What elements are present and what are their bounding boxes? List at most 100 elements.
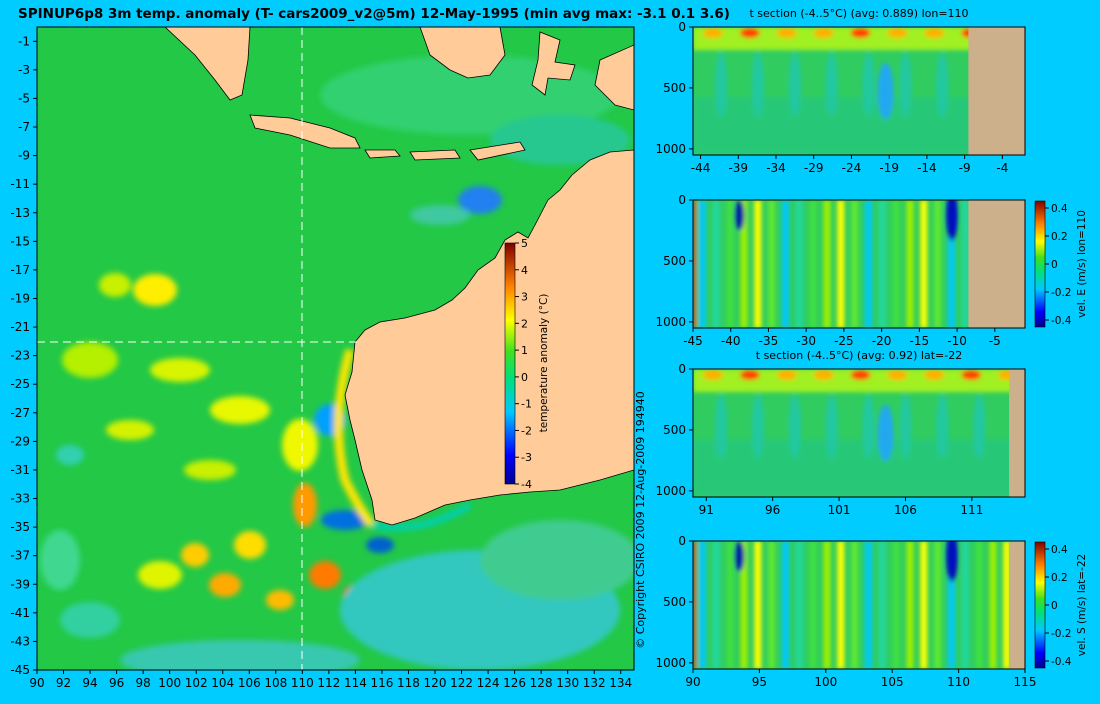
panel-x-tick-label: 95 bbox=[752, 675, 767, 689]
velocity-band bbox=[782, 200, 789, 328]
land-java bbox=[249, 114, 361, 149]
surface-warm-patch bbox=[850, 28, 871, 38]
panel-y-tick-label: 0 bbox=[678, 534, 686, 548]
lat-tick-label: -13 bbox=[10, 206, 30, 220]
velocity-band bbox=[920, 200, 928, 328]
lon-tick-label: 116 bbox=[370, 676, 393, 690]
lon-tick-label: 120 bbox=[424, 676, 447, 690]
colorbar-tick-label: 3 bbox=[521, 291, 528, 304]
panel-field bbox=[693, 541, 1025, 669]
panel-x-tick-label: -5 bbox=[989, 334, 1001, 348]
lat-tick-label: -17 bbox=[10, 263, 30, 277]
panel-colorbar-tick-label: -0.2 bbox=[1051, 287, 1072, 299]
map-colorbar: 5 4 3 2 1 0 -1 -2 -3 -4 temperature anomaly (°C) bbox=[504, 237, 550, 491]
lon-tick-label: 92 bbox=[56, 676, 71, 690]
panel-colorbar-tick-label: 0.4 bbox=[1051, 544, 1068, 556]
lat-tick-label: -35 bbox=[10, 520, 30, 534]
land-borneo bbox=[419, 27, 506, 79]
panel-frame bbox=[692, 199, 1026, 329]
velocity-band bbox=[712, 200, 720, 328]
surface-warm-patch bbox=[813, 370, 834, 380]
panel-x-tick-label: -44 bbox=[691, 161, 711, 175]
colorbar-gradient bbox=[504, 242, 516, 485]
panel-x-tick-label: -45 bbox=[683, 334, 703, 348]
lon-tick-label: 104 bbox=[211, 676, 234, 690]
cool-plume bbox=[825, 52, 838, 117]
lon-tick-label: 98 bbox=[135, 676, 150, 690]
lon-tick-label: 114 bbox=[344, 676, 367, 690]
map-lat-ticks: -1 -3 -5 -7 -9 -11 -13 -15 -17 -19 -21 -23 -25 -27 -29… bbox=[10, 34, 37, 677]
panel-x-tick-label: -40 bbox=[721, 334, 741, 348]
velocity-band bbox=[823, 200, 831, 328]
panel-background bbox=[693, 541, 1025, 669]
velocity-band bbox=[754, 200, 762, 328]
velocity-band bbox=[906, 200, 914, 328]
lon-tick-label: 100 bbox=[158, 676, 181, 690]
lon-tick-label: 126 bbox=[503, 676, 526, 690]
velocity-band bbox=[823, 541, 831, 669]
cool-plume bbox=[751, 52, 764, 117]
panel-frame bbox=[692, 368, 1026, 498]
lon-tick-label: 110 bbox=[291, 676, 314, 690]
velocity-band bbox=[948, 200, 955, 328]
lon-tick-label: 108 bbox=[264, 676, 287, 690]
cool-plume bbox=[899, 52, 912, 117]
velocity-band bbox=[851, 541, 859, 669]
panel-colorbar-tick-label: -0.4 bbox=[1051, 656, 1072, 668]
panel-y-tick-label: 1000 bbox=[655, 142, 686, 156]
panel-field bbox=[693, 27, 1025, 155]
lon-tick-label: 112 bbox=[317, 676, 340, 690]
lat-tick-label: -21 bbox=[10, 320, 30, 334]
colorbar-ticks: 5 4 3 2 1 0 -1 -2 -3 -4 bbox=[515, 237, 532, 491]
panel-y-tick-label: 1000 bbox=[655, 484, 686, 498]
map-frame bbox=[36, 26, 635, 671]
velocity-band bbox=[740, 541, 748, 669]
colorbar-tick-label: 2 bbox=[521, 317, 528, 330]
edge-positive bbox=[693, 200, 696, 328]
velocity-band bbox=[1003, 541, 1011, 669]
surface-warm-patch bbox=[887, 370, 908, 380]
panel-colorbar-tick-label: 0.2 bbox=[1051, 231, 1068, 243]
panel-x-tick-label: 101 bbox=[828, 503, 851, 517]
surface-warm-patch bbox=[961, 370, 982, 380]
panel-field bbox=[693, 369, 1025, 497]
lat-tick-label: -15 bbox=[10, 234, 30, 248]
velocity-band bbox=[989, 541, 997, 669]
panel-x-tick-label: -30 bbox=[796, 334, 816, 348]
negative-core bbox=[734, 200, 745, 231]
panel-y-tick-label: 500 bbox=[663, 254, 686, 268]
velocity-band bbox=[934, 200, 942, 328]
deep-layer bbox=[693, 439, 1025, 497]
lat-tick-label: -7 bbox=[18, 120, 30, 134]
velocity-band bbox=[726, 541, 734, 669]
surface-warm-patch bbox=[776, 370, 797, 380]
cool-plume bbox=[751, 394, 764, 459]
surface-warm-patch bbox=[776, 28, 797, 38]
panel-y-tick-label: 500 bbox=[663, 595, 686, 609]
panel-x-tick-label: -14 bbox=[917, 161, 937, 175]
lon-tick-label: 124 bbox=[477, 676, 500, 690]
panel-colorbar bbox=[1034, 200, 1046, 328]
velocity-band bbox=[782, 541, 789, 669]
velocity-band bbox=[726, 200, 734, 328]
panel-y-tick-label: 1000 bbox=[655, 315, 686, 329]
panel-x-tick-label: -25 bbox=[834, 334, 854, 348]
cool-plume bbox=[788, 52, 801, 117]
lat-tick-label: -41 bbox=[10, 606, 30, 620]
cool-plume bbox=[973, 394, 986, 459]
velocity-band bbox=[712, 541, 720, 669]
panel-frame bbox=[692, 540, 1026, 670]
lon-tick-label: 128 bbox=[530, 676, 553, 690]
velocity-band bbox=[740, 200, 748, 328]
panel-field bbox=[693, 200, 1025, 328]
lon-tick-label: 134 bbox=[609, 676, 632, 690]
panel-title: t section (-4..5°C) (avg: 0.92) lat=-22 bbox=[756, 349, 962, 362]
velocity-band bbox=[851, 200, 859, 328]
panel-x-tick-label: -24 bbox=[842, 161, 862, 175]
velocity-band bbox=[975, 541, 983, 669]
lat-tick-label: -27 bbox=[10, 406, 30, 420]
cold-core bbox=[877, 404, 894, 462]
velocity-band bbox=[892, 541, 900, 669]
land-sulawesi bbox=[531, 31, 576, 96]
